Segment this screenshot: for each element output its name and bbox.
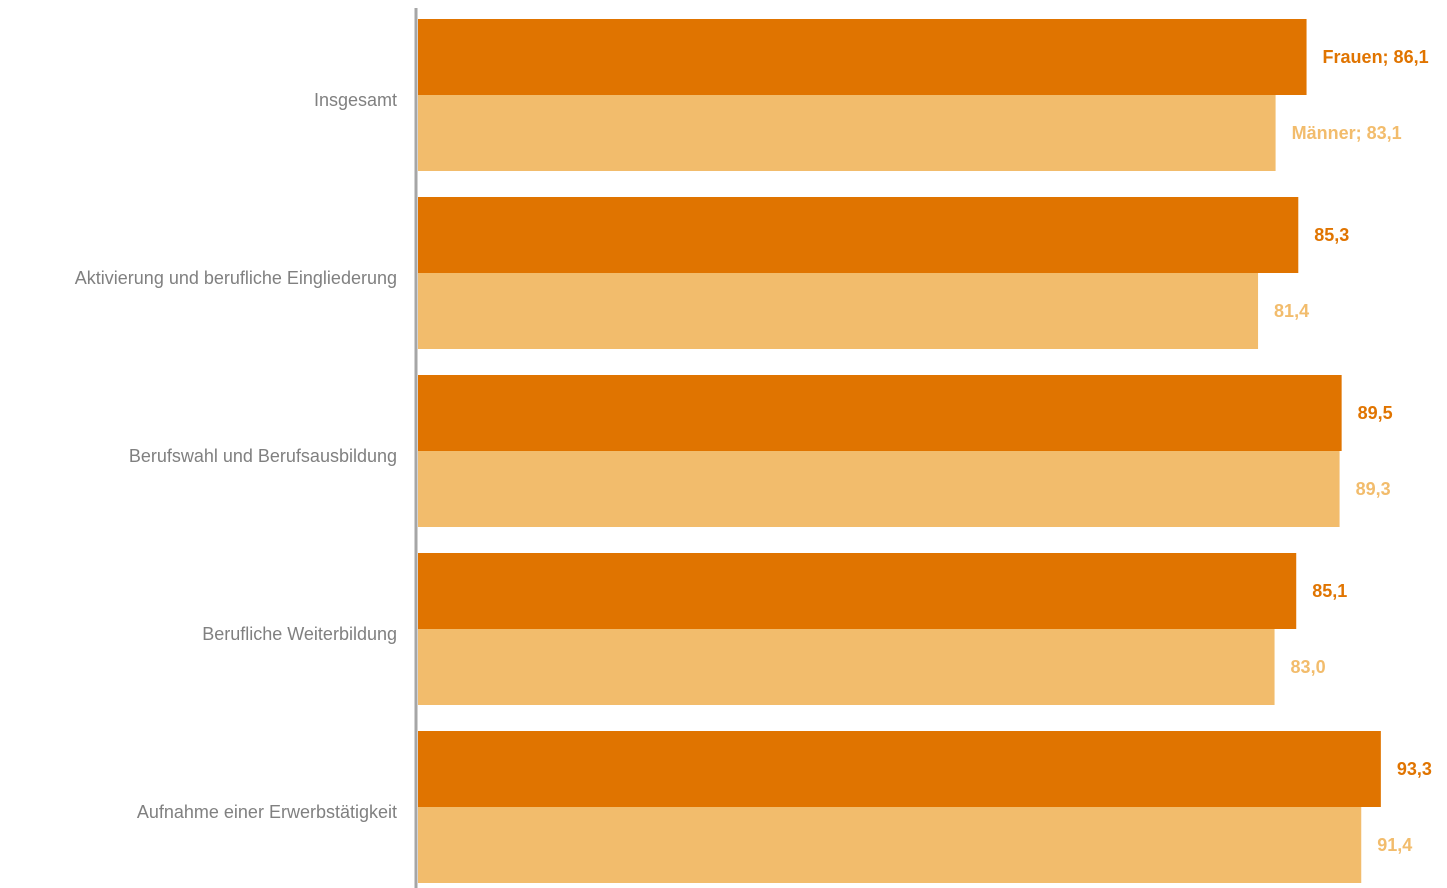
data-label-maenner-berufliche-weiterbildung: 83,0	[1291, 657, 1326, 677]
category-label-berufswahl-und-berufsausbildung: Berufswahl und Berufsausbildung	[129, 446, 397, 466]
bar-frauen-aufnahme-einer-erwerbstaetigkeit	[418, 731, 1381, 807]
bar-maenner-aktivierung-und-berufliche-eingliederung	[418, 273, 1259, 349]
bars-group	[418, 19, 1381, 883]
category-labels-group: Insgesamt Aktivierung und berufliche Eing…	[75, 90, 397, 822]
data-label-maenner-aktivierung-und-berufliche-eingliederung: 81,4	[1274, 301, 1309, 321]
category-label-aktivierung-und-berufliche-eingliederung: Aktivierung und berufliche Eingliederung	[75, 268, 397, 288]
data-label-frauen-berufswahl-und-berufsausbildung: 89,5	[1358, 403, 1393, 423]
bar-frauen-berufswahl-und-berufsausbildung	[418, 375, 1342, 451]
bar-maenner-berufliche-weiterbildung	[418, 629, 1275, 705]
data-label-frauen-berufliche-weiterbildung: 85,1	[1312, 581, 1347, 601]
bar-frauen-aktivierung-und-berufliche-eingliederung	[418, 197, 1299, 273]
category-label-aufnahme-einer-erwerbstaetigkeit: Aufnahme einer Erwerbstätigkeit	[137, 802, 397, 822]
data-label-frauen-aktivierung-und-berufliche-eingliederung: 85,3	[1314, 225, 1349, 245]
bar-maenner-aufnahme-einer-erwerbstaetigkeit	[418, 807, 1362, 883]
category-label-insgesamt: Insgesamt	[314, 90, 397, 110]
category-label-berufliche-weiterbildung: Berufliche Weiterbildung	[202, 624, 397, 644]
data-label-frauen-aufnahme-einer-erwerbstaetigkeit: 93,3	[1397, 759, 1432, 779]
bar-maenner-berufswahl-und-berufsausbildung	[418, 451, 1340, 527]
bar-frauen-berufliche-weiterbildung	[418, 553, 1297, 629]
data-label-maenner-insgesamt: Männer; 83,1	[1292, 123, 1402, 143]
data-label-maenner-aufnahme-einer-erwerbstaetigkeit: 91,4	[1377, 835, 1412, 855]
value-labels-group: Frauen; 86,1 Männer; 83,1 85,3 81,4 89,5 89,3…	[1274, 47, 1432, 855]
data-label-frauen-insgesamt: Frauen; 86,1	[1323, 47, 1429, 67]
bar-maenner-insgesamt	[418, 95, 1276, 171]
data-label-maenner-berufswahl-und-berufsausbildung: 89,3	[1356, 479, 1391, 499]
bar-frauen-insgesamt	[418, 19, 1307, 95]
